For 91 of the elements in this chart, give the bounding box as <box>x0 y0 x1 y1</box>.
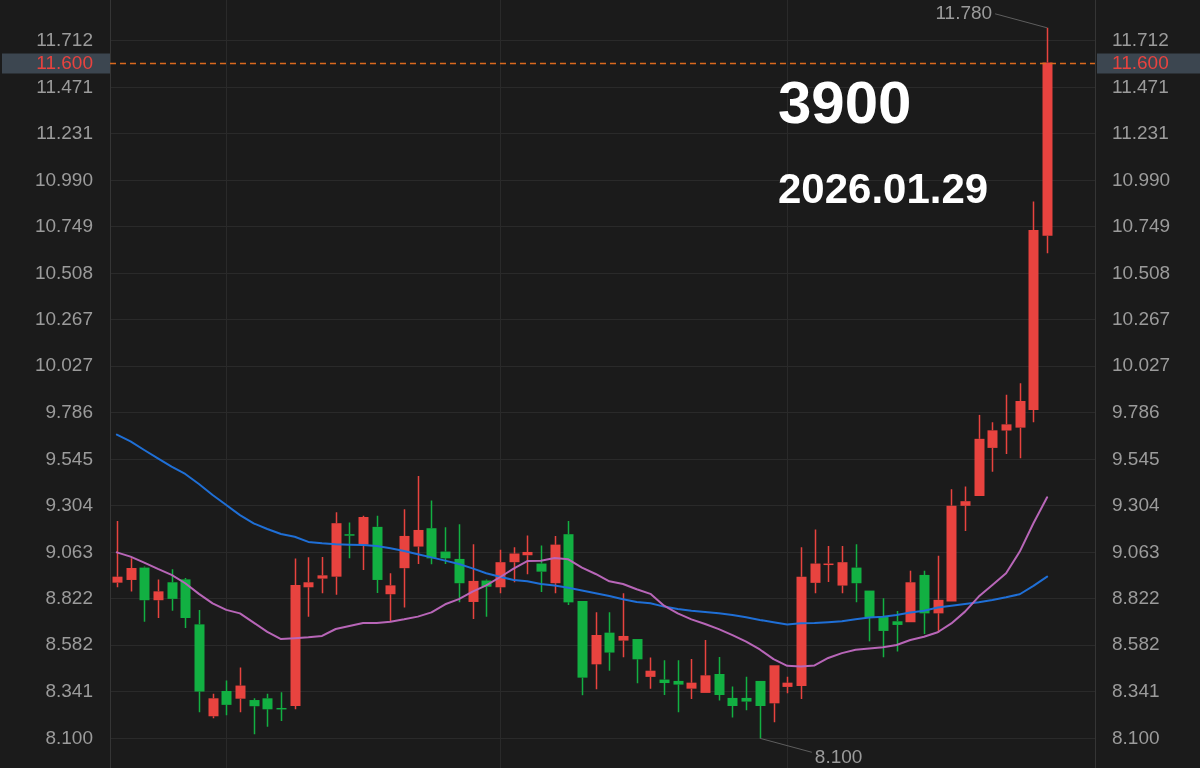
candlestick <box>645 656 656 690</box>
candlestick <box>700 639 711 693</box>
y2-tick-label: 8.822 <box>1112 587 1160 609</box>
candlestick <box>249 697 260 735</box>
y-tick-label: 9.545 <box>45 447 93 469</box>
candlestick <box>714 656 725 702</box>
candlestick <box>468 543 479 620</box>
y2-tick-label: 11.231 <box>1112 122 1169 144</box>
candlestick <box>262 693 273 728</box>
y2-tick-label: 8.341 <box>1112 679 1160 701</box>
candlestick <box>290 557 301 711</box>
candlestick <box>974 414 985 496</box>
y2-tick-label: 10.990 <box>1112 168 1171 190</box>
candlestick <box>673 659 684 713</box>
candlestick <box>741 675 752 712</box>
candlestick <box>139 567 150 623</box>
candlestick <box>126 557 137 593</box>
candlestick <box>331 511 342 596</box>
y-tick-label: 11.712 <box>36 29 93 51</box>
candlestick <box>618 592 629 658</box>
candlestick <box>399 508 410 609</box>
candlestick <box>153 578 164 619</box>
candlestick <box>536 544 547 593</box>
candlestick <box>591 611 602 690</box>
y-tick-label: 8.341 <box>45 679 93 701</box>
text: 2026.01.29 <box>778 165 989 212</box>
candlestick <box>878 597 889 658</box>
y2-tick-label: 8.100 <box>1112 726 1160 748</box>
candlestick <box>727 685 738 719</box>
candlestick <box>810 528 821 595</box>
candlestick <box>686 658 697 700</box>
candlestick <box>632 639 643 684</box>
y2-tick-label: 10.267 <box>1112 308 1171 330</box>
candlestick <box>454 523 465 604</box>
candlestick <box>344 521 355 560</box>
y-tick-label: 11.471 <box>36 75 93 97</box>
y-tick-label: 11.231 <box>36 122 93 144</box>
candlestick <box>1001 394 1012 455</box>
y2-tick-label: 8.582 <box>1112 633 1160 655</box>
candlestick <box>317 556 328 595</box>
candlestick <box>1015 382 1026 460</box>
candlestick <box>372 514 383 594</box>
candlestick <box>892 610 903 653</box>
candlestick <box>221 679 232 717</box>
y2-tick-label: 11.471 <box>1112 75 1169 97</box>
y-tick-label: 10.749 <box>34 215 93 237</box>
candlestick <box>550 535 561 595</box>
candlestick <box>1028 200 1039 423</box>
candlestick <box>413 475 424 565</box>
ref-line-label: 11.600 <box>36 51 93 73</box>
candlestick <box>960 485 971 532</box>
annotation: 8.100 <box>814 745 863 767</box>
candlestick <box>235 666 246 713</box>
y2-tick-label: 9.304 <box>1112 494 1160 516</box>
candlestick <box>987 421 998 473</box>
text: 3900 <box>778 69 912 136</box>
candlestick <box>796 546 807 700</box>
text: 11.600 <box>1112 51 1169 73</box>
y2-tick-label: 10.508 <box>1112 261 1171 283</box>
y-tick-label: 9.063 <box>45 540 93 562</box>
candlestick <box>426 499 437 566</box>
y2-tick-label: 11.712 <box>1112 29 1169 51</box>
y-tick-label: 10.508 <box>34 261 93 283</box>
y-tick-label: 10.990 <box>34 168 93 190</box>
candlestick <box>112 520 123 589</box>
y-tick-label: 10.267 <box>34 308 93 330</box>
y2-tick-label: 10.749 <box>1112 215 1171 237</box>
candlestick <box>303 556 314 618</box>
y-tick-label: 8.100 <box>45 726 93 748</box>
y-tick-label: 9.786 <box>45 401 93 422</box>
candlestick <box>522 534 533 576</box>
candlestick <box>385 572 396 623</box>
annotation: 11.780 <box>935 2 993 24</box>
candlestick <box>1042 27 1053 255</box>
candlestick <box>919 569 930 635</box>
candlestick <box>837 545 848 595</box>
y-tick-label: 8.822 <box>45 587 93 609</box>
y-tick-label: 8.582 <box>45 633 93 655</box>
y2-tick-label: 9.786 <box>1112 401 1160 422</box>
y2-tick-label: 9.063 <box>1112 540 1160 562</box>
y-tick-label: 10.027 <box>34 354 93 376</box>
y-tick-label: 9.304 <box>45 494 94 516</box>
candlestick <box>755 680 766 740</box>
candlestick <box>604 611 615 672</box>
candlestick <box>194 609 205 713</box>
candlestick <box>851 543 862 604</box>
candlestick <box>509 546 520 584</box>
y2-tick-label: 9.545 <box>1112 447 1160 469</box>
candlestick <box>167 568 178 612</box>
y2-tick-label: 10.027 <box>1112 354 1171 376</box>
candlestick <box>864 590 875 643</box>
